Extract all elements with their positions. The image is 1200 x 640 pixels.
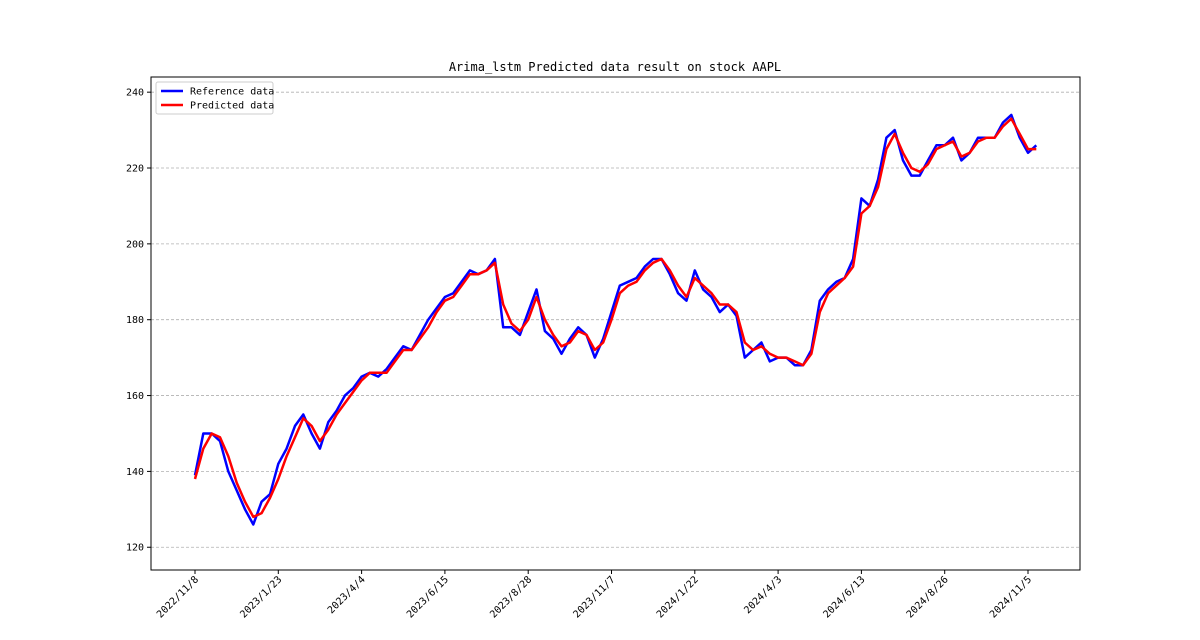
x-tick-label: 2023/1/23 xyxy=(238,574,284,620)
legend-label: Predicted data xyxy=(190,101,274,112)
x-tick-label: 2024/4/3 xyxy=(742,574,784,616)
x-tick-label: 2023/6/15 xyxy=(405,574,451,620)
plot-frame xyxy=(150,76,1081,571)
x-tick-label: 2024/6/13 xyxy=(821,574,867,620)
x-tick-label: 2023/8/28 xyxy=(488,574,534,620)
y-tick-label: 240 xyxy=(126,88,144,99)
y-tick-label: 200 xyxy=(126,239,144,250)
data-line xyxy=(193,117,1037,519)
y-tick-label: 140 xyxy=(126,467,144,478)
x-tick-label: 2024/1/22 xyxy=(655,574,701,620)
y-tick-label: 180 xyxy=(126,315,144,326)
x-tick-label: 2023/4/4 xyxy=(326,574,368,616)
legend-label: Reference data xyxy=(190,87,274,98)
x-tick-label: 2022/11/8 xyxy=(155,574,201,620)
chart-title: Arima_lstm Predicted data result on stoc… xyxy=(449,60,781,74)
x-tick-label: 2024/8/26 xyxy=(905,574,951,620)
y-tick-label: 160 xyxy=(126,391,144,402)
x-tick-label: 2023/11/7 xyxy=(572,574,618,620)
legend-box xyxy=(155,81,274,115)
y-tick-label: 220 xyxy=(126,164,144,175)
y-tick-label: 120 xyxy=(126,543,144,554)
x-tick-label: 2024/11/5 xyxy=(988,574,1034,620)
